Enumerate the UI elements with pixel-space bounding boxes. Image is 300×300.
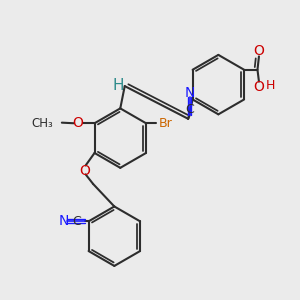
Text: O: O [254,44,264,58]
Text: Br: Br [158,117,172,130]
Text: H: H [265,79,274,92]
Text: O: O [80,164,91,178]
Text: H: H [112,78,124,93]
Text: C: C [185,103,194,116]
Text: N: N [58,214,69,228]
Text: O: O [254,80,264,94]
Text: CH₃: CH₃ [32,117,53,130]
Text: O: O [73,116,83,130]
Text: C: C [72,215,81,228]
Text: N: N [184,86,195,100]
